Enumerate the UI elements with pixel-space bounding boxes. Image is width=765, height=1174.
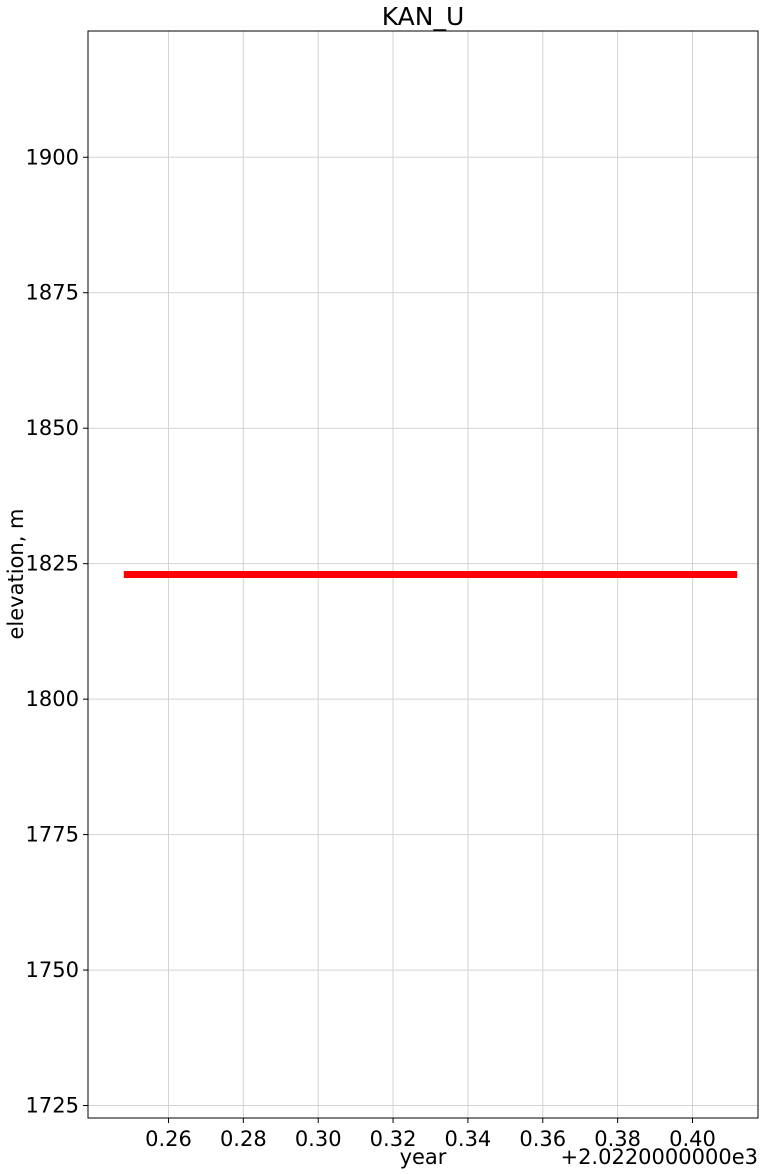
x-axis-ticks: 0.26 0.28 0.30 0.32 0.34 0.36 0.38 0.40: [145, 1118, 716, 1151]
x-axis-label: year: [400, 1145, 447, 1169]
x-tick-label: 0.30: [295, 1127, 342, 1151]
y-tick-label: 1850: [26, 416, 79, 440]
x-axis-offset-label: +2.0220000000e3: [560, 1145, 758, 1169]
y-tick-label: 1725: [26, 1094, 79, 1118]
y-axis-label: elevation, m: [4, 508, 28, 639]
x-tick-label: 0.38: [594, 1127, 641, 1151]
x-tick-label: 0.34: [445, 1127, 492, 1151]
y-axis-ticks: 1725 1750 1775 1800 1825 1850 1875 1900: [26, 145, 88, 1118]
y-tick-label: 1825: [26, 552, 79, 576]
x-tick-label: 0.32: [370, 1127, 417, 1151]
x-tick-label: 0.28: [220, 1127, 267, 1151]
x-tick-label: 0.40: [669, 1127, 716, 1151]
x-tick-label: 0.26: [145, 1127, 192, 1151]
y-tick-label: 1775: [26, 823, 79, 847]
plot-frame: [87, 30, 759, 1119]
y-tick-label: 1875: [26, 281, 79, 305]
y-tick-label: 1750: [26, 958, 79, 982]
y-tick-label: 1800: [26, 687, 79, 711]
y-tick-label: 1900: [26, 145, 79, 169]
x-tick-label: 0.36: [519, 1127, 566, 1151]
chart-title: KAN_U: [382, 2, 465, 31]
